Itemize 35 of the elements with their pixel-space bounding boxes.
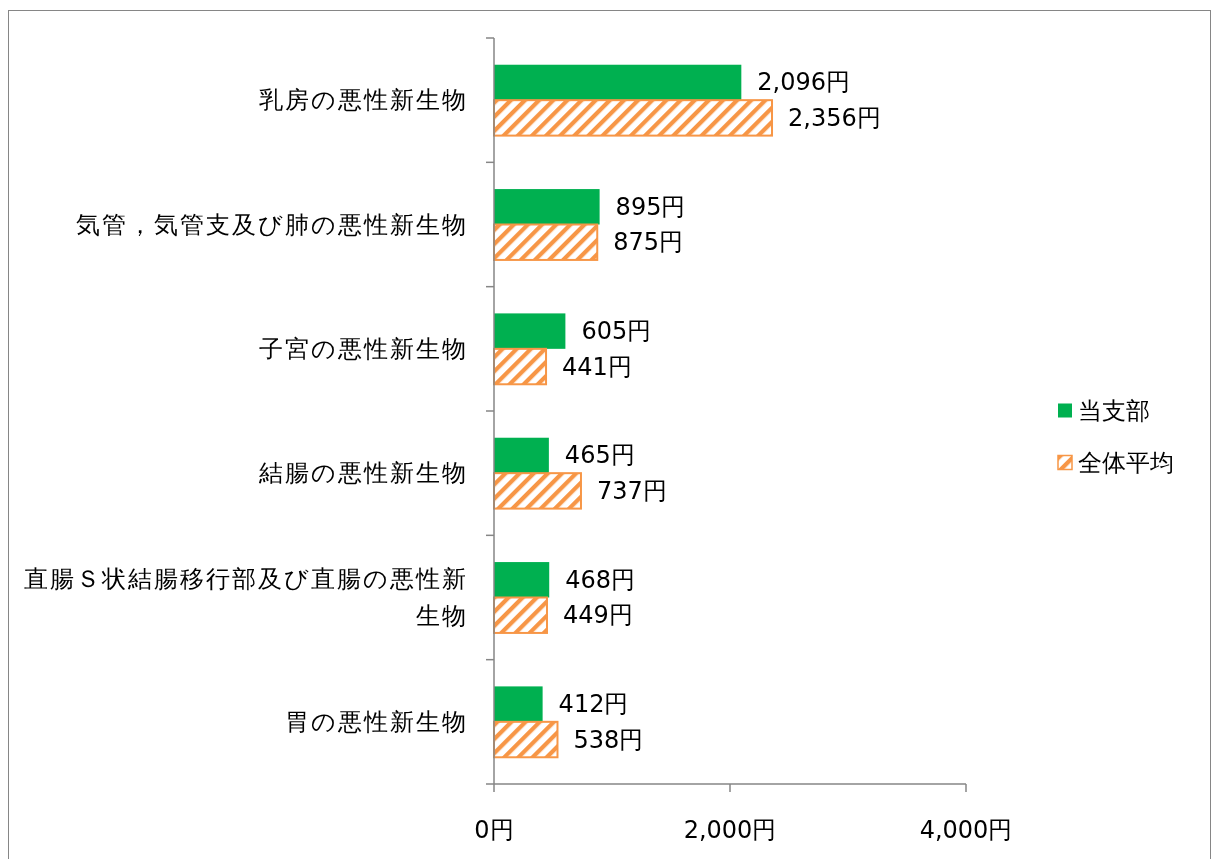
- data-label: 737円: [596, 476, 667, 505]
- bar: [493, 223, 599, 261]
- bar: [493, 596, 548, 634]
- bar: [493, 720, 559, 759]
- legend-label: 当支部: [1078, 396, 1150, 425]
- data-label: 895円: [615, 192, 686, 221]
- data-label: 875円: [613, 228, 684, 257]
- bar: [494, 437, 549, 474]
- data-label: 538円: [573, 725, 644, 754]
- bar: [494, 189, 600, 225]
- bar: [493, 99, 774, 137]
- bar: [494, 686, 543, 722]
- bar: [494, 313, 566, 349]
- data-label: 449円: [562, 601, 633, 630]
- bar: [493, 472, 582, 510]
- data-label: 465円: [564, 441, 635, 470]
- x-tick-label: 0円: [474, 816, 514, 844]
- data-label: 605円: [581, 317, 652, 346]
- data-label: 2,356円: [788, 103, 881, 132]
- bar: [494, 64, 742, 101]
- data-label: 468円: [565, 565, 636, 594]
- y-tick-label: 胃の悪性新生物: [285, 707, 468, 736]
- bar: [493, 347, 548, 386]
- legend-label: 全体平均: [1078, 448, 1174, 477]
- y-tick-label: 子宮の悪性新生物: [259, 334, 468, 363]
- data-label: 412円: [558, 690, 629, 719]
- x-tick-label: 4,000円: [919, 816, 1013, 844]
- y-tick-label: 結腸の悪性新生物: [258, 459, 468, 488]
- data-label: 441円: [562, 352, 632, 381]
- y-tick-label: 乳房の悪性新生物: [259, 86, 468, 115]
- x-tick-label: 2,000円: [683, 816, 777, 844]
- bar: [494, 562, 550, 598]
- y-tick-label: 直腸Ｓ状結腸移行部及び直腸の悪性新生物: [24, 565, 468, 630]
- data-label: 2,096円: [757, 68, 851, 97]
- y-tick-label: 気管，気管支及び肺の悪性新生物: [76, 210, 468, 239]
